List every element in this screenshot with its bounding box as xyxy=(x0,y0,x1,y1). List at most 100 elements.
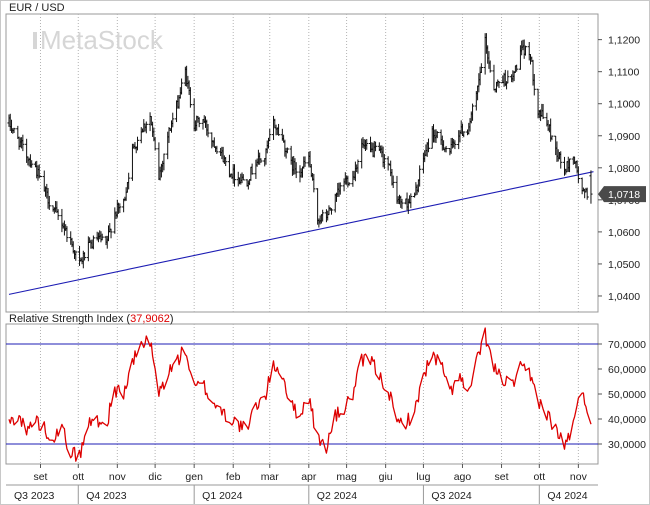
rsi-title-value: 37,9062 xyxy=(130,313,170,325)
x-axis: set ott nov dic gen feb mar apr mag giu lug ago set o… xyxy=(6,464,598,504)
rsi-title-close: ) xyxy=(170,313,174,325)
price-bar xyxy=(259,158,263,163)
price-bar xyxy=(276,123,281,136)
xtick-label-1: ott xyxy=(72,471,84,483)
quarter-label-2: Q1 2024 xyxy=(202,490,242,502)
price-bar xyxy=(400,198,404,209)
price-bar xyxy=(470,103,475,121)
price-bar xyxy=(82,252,87,261)
price-bar xyxy=(488,60,492,73)
price-bar xyxy=(356,159,360,174)
price-bar xyxy=(250,163,254,175)
xtick-label-5: feb xyxy=(226,471,241,483)
price-bar xyxy=(162,153,166,171)
price-bar xyxy=(241,174,245,181)
price-bar xyxy=(21,134,25,152)
xtick-label-11: ago xyxy=(454,471,472,483)
price-bar xyxy=(303,156,307,167)
price-bar xyxy=(197,117,201,128)
price-pane xyxy=(5,13,599,313)
price-ytick-label-7: 1,0500 xyxy=(608,259,640,271)
price-bar xyxy=(373,141,378,152)
price-bar xyxy=(127,172,131,190)
rsi-ytick-label-4: 30,0000 xyxy=(608,439,646,451)
price-bar xyxy=(144,121,148,134)
price-bar xyxy=(47,195,51,210)
price-ytick-label-6: 1,0600 xyxy=(608,227,640,239)
xtick-label-9: giu xyxy=(379,471,393,483)
vertical-gridlines xyxy=(39,14,579,464)
xtick-label-8: mag xyxy=(336,471,357,483)
price-bar xyxy=(418,165,422,187)
price-bar xyxy=(365,138,369,150)
price-bar xyxy=(179,78,184,95)
price-bar xyxy=(38,175,43,178)
price-bar xyxy=(453,140,457,150)
price-bar xyxy=(215,145,219,154)
price-ytick-label-0: 1,1200 xyxy=(608,35,640,47)
price-bar xyxy=(391,175,395,189)
price-ytick-label-8: 1,0400 xyxy=(608,291,640,303)
price-bar xyxy=(30,160,34,168)
rsi-title-label: Relative Strength Index xyxy=(9,313,124,325)
trendline-group xyxy=(8,171,594,295)
price-bar xyxy=(188,87,192,108)
price-bar xyxy=(506,70,510,84)
xtick-label-6: mar xyxy=(261,471,280,483)
price-bar xyxy=(426,138,431,153)
price-bar xyxy=(153,136,157,151)
rsi-title: Relative Strength Index (37,9062) xyxy=(9,313,174,325)
rsi-line xyxy=(8,327,592,462)
price-bar xyxy=(479,63,483,73)
metastock-logo-icon xyxy=(33,32,37,49)
rsi-ytick-label-0: 70,0000 xyxy=(608,339,646,351)
quarter-label-0: Q3 2023 xyxy=(14,490,54,502)
price-bar xyxy=(321,209,325,222)
price-bar-last xyxy=(589,170,593,204)
xtick-label-2: nov xyxy=(109,471,127,483)
price-bar xyxy=(312,173,316,193)
price-bar xyxy=(206,124,210,138)
price-bar xyxy=(541,103,545,120)
price-bar xyxy=(497,80,501,89)
price-bar xyxy=(550,135,554,141)
price-bar xyxy=(523,45,528,56)
rsi-pane xyxy=(5,323,599,465)
xtick-label-12: set xyxy=(495,471,509,483)
last-value-tag: 1,0718 xyxy=(598,186,646,203)
rsi-ytick-label-1: 60,0000 xyxy=(608,364,646,376)
price-bar xyxy=(435,131,439,139)
rsi-ytick-label-3: 40,0000 xyxy=(608,414,646,426)
quarter-label-4: Q3 2024 xyxy=(431,490,471,502)
price-bar xyxy=(171,112,175,128)
quarter-label-3: Q2 2024 xyxy=(317,490,357,502)
quarter-label-1: Q4 2023 xyxy=(86,490,126,502)
price-bar xyxy=(118,203,122,213)
rsi-level-lines xyxy=(6,343,598,445)
price-bar xyxy=(347,182,351,186)
price-ytick-label-4: 1,0800 xyxy=(608,163,640,175)
xtick-label-3: dic xyxy=(148,471,161,483)
price-bar xyxy=(285,147,289,154)
last-value-text: 1,0718 xyxy=(608,189,640,201)
quarter-label-5: Q4 2024 xyxy=(547,490,587,502)
price-bar xyxy=(329,208,334,215)
xtick-label-14: nov xyxy=(570,471,588,483)
price-bar xyxy=(224,157,228,167)
price-ytick-label-1: 1,1100 xyxy=(608,67,639,79)
price-bar xyxy=(65,226,69,242)
price-bar xyxy=(532,74,536,96)
price-bar xyxy=(382,154,386,169)
price-bar xyxy=(268,128,272,142)
price-bar xyxy=(567,158,572,173)
watermark: MetaStock xyxy=(33,25,164,55)
price-ytick-label-3: 1,0900 xyxy=(608,131,640,143)
xtick-label-10: lug xyxy=(416,471,430,483)
price-bar xyxy=(56,209,60,220)
rsi-ytick-label-2: 50,0000 xyxy=(608,389,646,401)
price-bar xyxy=(91,235,95,250)
price-bar xyxy=(135,136,140,151)
xtick-label-13: ott xyxy=(533,471,545,483)
